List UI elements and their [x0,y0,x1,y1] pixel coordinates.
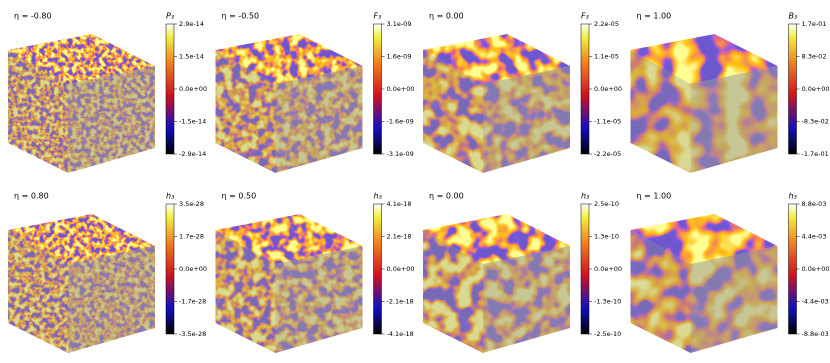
colorbar-label: -8.8e-03 [802,330,829,338]
colorbar-label: 3.5e-28 [179,200,204,208]
colorbar-label: 0.0e+00 [179,265,207,273]
colorbar-label: -2.9e-14 [179,150,206,158]
field-label: h₃ [789,192,797,201]
colorbar [788,23,797,155]
colorbar-label: 1.7e-28 [179,233,204,241]
panel: η = 0.00 h₃ 2.5e-10 1.3e-10 0.0e+00 -1.3e-10 -… [423,192,622,353]
eta-label: η = 1.00 [637,192,672,201]
colorbar-label: -1.1e-05 [594,118,621,126]
panel: η = 1.00 B₃ 1.7e-01 8.3e-02 0.0e+00 -8.3e-02 -… [630,12,830,173]
colorbar [788,203,797,335]
panel: η = 0.00 F₃ 2.2e-05 1.1e-05 0.0e+00 -1.1e-05 -… [423,12,622,173]
eta-label: η = -0.80 [14,12,52,21]
field-label: h₃ [374,192,382,201]
panel: η = 0.50 h₃ 4.1e-18 2.1e-18 0.0e+00 -2.1e-18 -… [215,192,415,353]
colorbar-label: -2.5e-10 [594,330,621,338]
panel: η = -0.50 F₃ 3.1e-09 1.6e-09 0.0e+00 -1.6e-09… [215,12,415,173]
colorbar-label: 4.4e-03 [802,233,827,241]
colorbar [165,203,175,335]
colorbar [373,23,382,155]
eta-label: η = 1.00 [637,12,672,21]
colorbar-label: 0.0e+00 [802,85,830,93]
field-label: h₃ [581,192,589,201]
panel: η = -0.80 P₃ 2.9e-14 1.5e-14 0.0e+00 -1.5e-14… [8,12,207,173]
colorbar-label: 0.0e+00 [179,85,207,93]
colorbar-label: 4.1e-18 [387,200,412,208]
colorbar-label: -1.7e-28 [179,298,206,306]
colorbar-label: -1.6e-09 [387,118,414,126]
colorbar-label: -1.5e-14 [179,118,206,126]
colorbar-label: 2.1e-18 [387,233,412,241]
colorbar-label: -2.2e-05 [594,150,621,158]
colorbar-label: -8.3e-02 [802,118,829,126]
colorbar-label: -3.1e-09 [387,150,414,158]
eta-label: η = -0.50 [222,12,260,21]
colorbar-label: 2.5e-10 [594,200,619,208]
colorbar-label: -4.4e-03 [802,298,829,306]
panel: η = 1.00 h₃ 8.8e-03 4.4e-03 0.0e+00 -4.4e-03 -… [630,192,830,353]
colorbar [373,203,382,335]
colorbar-label: 1.7e-01 [802,20,827,28]
field-label: h₃ [166,192,174,201]
cube-face [690,66,778,173]
colorbar-label: 1.6e-09 [387,53,412,61]
colorbar-label: 1.3e-10 [594,233,619,241]
colorbar [165,23,175,155]
eta-label: η = 0.80 [14,192,49,201]
colorbar-label: 8.8e-03 [802,200,827,208]
colorbar-label: 1.5e-14 [179,53,204,61]
colorbar-label: -1.7e-01 [802,150,829,158]
field-label: F₃ [374,12,382,21]
panel: η = 0.80 h₃ 3.5e-28 1.7e-28 0.0e+00 -1.7e-28 -… [8,192,207,353]
colorbar-label: -1.3e-10 [594,298,621,306]
cube-face [690,246,778,353]
colorbar-label: 2.2e-05 [594,20,619,28]
colorbar-label: 0.0e+00 [387,85,415,93]
colorbar-label: 1.1e-05 [594,53,619,61]
colorbar-label: 0.0e+00 [802,265,830,273]
colorbar-label: 2.9e-14 [179,20,204,28]
colorbar [580,23,590,155]
field-label: P₃ [166,12,174,21]
colorbar-label: 8.3e-02 [802,53,827,61]
eta-label: η = 0.00 [429,192,464,201]
eta-label: η = 0.50 [222,192,257,201]
eta-label: η = 0.00 [429,12,464,21]
field-label: F₃ [581,12,589,21]
field-label: B₃ [789,12,798,21]
colorbar [580,203,590,335]
colorbar-label: 0.0e+00 [387,265,415,273]
colorbar-label: -2.1e-18 [387,298,414,306]
colorbar-label: -3.5e-28 [179,330,206,338]
colorbar-label: 0.0e+00 [594,85,622,93]
colorbar-label: -4.1e-18 [387,330,414,338]
colorbar-label: 3.1e-09 [387,20,412,28]
colorbar-label: 0.0e+00 [594,265,622,273]
